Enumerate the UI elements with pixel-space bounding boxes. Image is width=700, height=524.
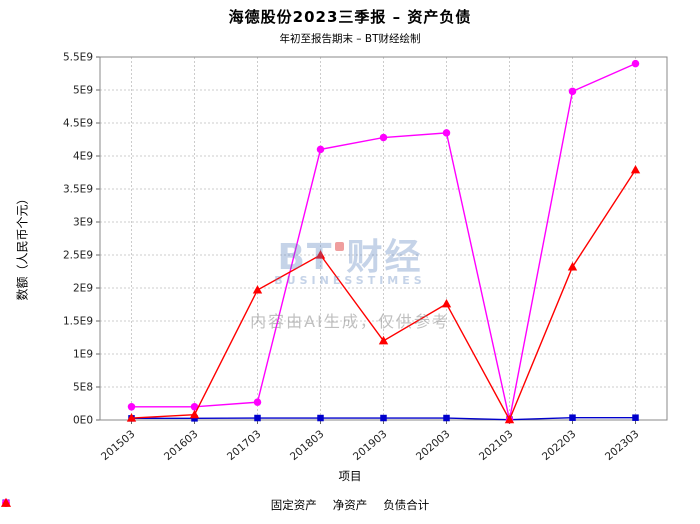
series-marker [569,414,576,421]
series-marker [631,59,640,68]
y-tick-label: 3.5E9 [63,184,93,196]
series-marker [253,398,262,406]
legend-label: 净资产 [332,498,368,512]
legend-item: 负债合计 [0,497,430,513]
series-marker [568,87,577,96]
x-axis-title: 项目 [338,469,362,483]
x-tick-label: 202303 [603,428,641,463]
legend: 固定资产 净资产 负债合计 [0,497,700,513]
x-tick-label: 201803 [288,428,326,463]
y-tick-label: 1E9 [73,349,93,361]
chart-subtitle: 年初至报告期末 – BT财经绘制 [279,33,421,45]
series-净资产 [127,59,640,424]
series-marker [442,129,451,137]
series-marker [0,497,12,507]
series-marker [317,414,324,422]
series-marker [191,415,198,422]
legend-item: 固定资产 [2,497,317,513]
series-marker [190,403,199,411]
series-marker [567,262,578,271]
series-marker [441,298,452,308]
chart-title: 海德股份2023三季报 – 资产负债 [228,8,472,26]
series-marker [378,335,389,345]
y-tick-label: 3E9 [73,217,93,229]
series-marker [632,414,639,421]
series-marker [380,414,387,422]
series-marker [504,414,515,424]
series-marker [252,285,263,294]
y-tick-label: 1.5E9 [63,316,93,328]
series-marker [443,414,450,422]
series-marker [126,413,137,422]
triangle-marker-icon [0,497,12,507]
x-tick-label: 201903 [351,428,389,463]
series-marker [254,414,261,422]
series-marker [630,164,641,174]
plot-area: 0E0 5E8 1E9 1.5E9 2E9 2.5E9 3E9 3.5E9 4E9 4.5E9 5E… [0,50,700,490]
chart-canvas: 0E0 5E8 1E9 1.5E9 2E9 2.5E9 3E9 3.5E9 4E9 4.5E9 5E… [63,52,668,463]
y-tick-label: 4E9 [73,151,93,163]
y-tick-label: 0E0 [73,415,93,427]
x-tick-label: 201603 [162,428,200,463]
y-tick-label: 2E9 [73,283,93,295]
x-tick-label: 201503 [99,428,137,463]
series-marker [316,145,325,154]
x-tick-label: 202203 [540,428,578,463]
y-tick-label: 2.5E9 [63,250,93,262]
y-tick-label: 5E8 [73,382,93,394]
series-marker [379,133,388,142]
legend-label: 负债合计 [383,498,430,512]
series-marker [315,250,326,259]
series-marker [189,409,200,419]
legend-label: 固定资产 [270,498,317,512]
y-tick-label: 4.5E9 [63,118,93,130]
x-tick-label: 202103 [477,428,515,463]
y-tick-label: 5E9 [73,85,93,97]
x-tick-label: 201703 [225,428,263,463]
legend-item: 净资产 [2,497,368,513]
series-marker [127,403,136,411]
y-tick-label: 5.5E9 [63,52,93,64]
series-负债合计 [126,164,641,424]
x-tick-label: 202003 [414,428,452,463]
